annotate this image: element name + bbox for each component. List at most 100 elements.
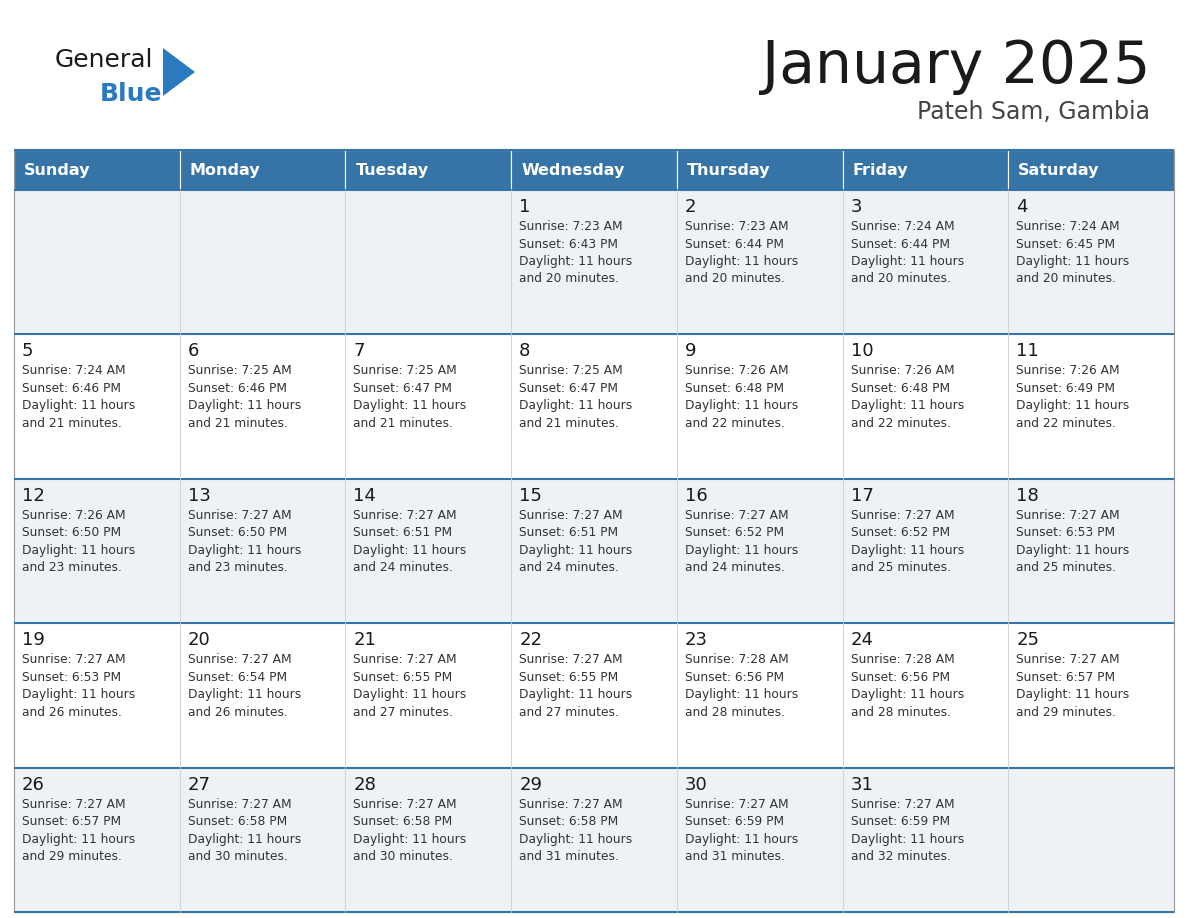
Text: 10: 10 — [851, 342, 873, 361]
Bar — [14, 623, 179, 767]
Text: Tuesday: Tuesday — [355, 162, 429, 177]
Text: Sunset: 6:52 PM: Sunset: 6:52 PM — [851, 526, 949, 539]
Text: Sunset: 6:48 PM: Sunset: 6:48 PM — [684, 382, 784, 395]
Bar — [511, 623, 677, 767]
Text: Sunrise: 7:26 AM: Sunrise: 7:26 AM — [23, 509, 126, 521]
Text: Sunrise: 7:28 AM: Sunrise: 7:28 AM — [684, 654, 789, 666]
Text: Sunset: 6:51 PM: Sunset: 6:51 PM — [519, 526, 618, 539]
Text: Daylight: 11 hours: Daylight: 11 hours — [188, 833, 301, 845]
Text: Sunset: 6:47 PM: Sunset: 6:47 PM — [353, 382, 453, 395]
Text: Daylight: 11 hours: Daylight: 11 hours — [684, 543, 798, 557]
Text: 1: 1 — [519, 198, 531, 216]
Text: and 24 minutes.: and 24 minutes. — [519, 561, 619, 575]
Text: Sunset: 6:57 PM: Sunset: 6:57 PM — [23, 815, 121, 828]
Text: and 27 minutes.: and 27 minutes. — [519, 706, 619, 719]
Text: Sunset: 6:58 PM: Sunset: 6:58 PM — [519, 815, 619, 828]
Bar — [179, 190, 346, 334]
Text: Sunrise: 7:27 AM: Sunrise: 7:27 AM — [684, 509, 789, 521]
Text: Sunrise: 7:28 AM: Sunrise: 7:28 AM — [851, 654, 954, 666]
Bar — [511, 190, 677, 334]
Text: Daylight: 11 hours: Daylight: 11 hours — [851, 255, 963, 268]
Text: 17: 17 — [851, 487, 873, 505]
Text: Daylight: 11 hours: Daylight: 11 hours — [519, 688, 632, 701]
Text: Sunrise: 7:24 AM: Sunrise: 7:24 AM — [23, 364, 126, 377]
Text: Sunrise: 7:27 AM: Sunrise: 7:27 AM — [353, 654, 457, 666]
Text: 19: 19 — [23, 632, 45, 649]
Text: and 26 minutes.: and 26 minutes. — [23, 706, 122, 719]
Bar — [346, 150, 511, 190]
Text: Sunset: 6:55 PM: Sunset: 6:55 PM — [353, 671, 453, 684]
Text: Friday: Friday — [853, 162, 908, 177]
Text: Sunset: 6:52 PM: Sunset: 6:52 PM — [684, 526, 784, 539]
Text: Sunrise: 7:25 AM: Sunrise: 7:25 AM — [519, 364, 623, 377]
Text: Sunrise: 7:26 AM: Sunrise: 7:26 AM — [1016, 364, 1120, 377]
Text: 23: 23 — [684, 632, 708, 649]
Text: Daylight: 11 hours: Daylight: 11 hours — [1016, 255, 1130, 268]
Bar — [14, 334, 179, 479]
Text: and 31 minutes.: and 31 minutes. — [684, 850, 785, 863]
Text: Sunset: 6:59 PM: Sunset: 6:59 PM — [851, 815, 949, 828]
Text: Sunrise: 7:23 AM: Sunrise: 7:23 AM — [519, 220, 623, 233]
Text: Sunset: 6:50 PM: Sunset: 6:50 PM — [23, 526, 121, 539]
Text: Sunrise: 7:27 AM: Sunrise: 7:27 AM — [684, 798, 789, 811]
Text: and 21 minutes.: and 21 minutes. — [519, 417, 619, 430]
Text: Sunset: 6:45 PM: Sunset: 6:45 PM — [1016, 238, 1116, 251]
Text: Sunset: 6:48 PM: Sunset: 6:48 PM — [851, 382, 949, 395]
Text: Sunrise: 7:24 AM: Sunrise: 7:24 AM — [1016, 220, 1120, 233]
Bar — [346, 767, 511, 912]
Text: Sunset: 6:44 PM: Sunset: 6:44 PM — [684, 238, 784, 251]
Bar — [677, 623, 842, 767]
Text: and 22 minutes.: and 22 minutes. — [851, 417, 950, 430]
Text: 2: 2 — [684, 198, 696, 216]
Text: Sunday: Sunday — [24, 162, 90, 177]
Text: January 2025: January 2025 — [762, 38, 1150, 95]
Text: and 24 minutes.: and 24 minutes. — [353, 561, 454, 575]
Bar — [842, 479, 1009, 623]
Text: 22: 22 — [519, 632, 542, 649]
Text: Daylight: 11 hours: Daylight: 11 hours — [353, 688, 467, 701]
Text: and 25 minutes.: and 25 minutes. — [851, 561, 950, 575]
Polygon shape — [163, 48, 195, 96]
Text: Daylight: 11 hours: Daylight: 11 hours — [188, 688, 301, 701]
Text: and 21 minutes.: and 21 minutes. — [23, 417, 122, 430]
Bar — [1009, 150, 1174, 190]
Bar — [1009, 190, 1174, 334]
Text: Sunset: 6:50 PM: Sunset: 6:50 PM — [188, 526, 286, 539]
Text: 24: 24 — [851, 632, 873, 649]
Text: Daylight: 11 hours: Daylight: 11 hours — [188, 543, 301, 557]
Bar — [677, 767, 842, 912]
Text: Sunset: 6:49 PM: Sunset: 6:49 PM — [1016, 382, 1116, 395]
Text: 16: 16 — [684, 487, 708, 505]
Text: Sunset: 6:57 PM: Sunset: 6:57 PM — [1016, 671, 1116, 684]
Text: Daylight: 11 hours: Daylight: 11 hours — [1016, 688, 1130, 701]
Bar — [179, 479, 346, 623]
Text: Saturday: Saturday — [1018, 162, 1100, 177]
Bar — [179, 150, 346, 190]
Text: 18: 18 — [1016, 487, 1040, 505]
Text: 29: 29 — [519, 776, 542, 793]
Text: Daylight: 11 hours: Daylight: 11 hours — [188, 399, 301, 412]
Text: and 28 minutes.: and 28 minutes. — [684, 706, 785, 719]
Text: and 27 minutes.: and 27 minutes. — [353, 706, 454, 719]
Bar — [1009, 334, 1174, 479]
Text: Daylight: 11 hours: Daylight: 11 hours — [23, 543, 135, 557]
Text: 21: 21 — [353, 632, 377, 649]
Text: and 25 minutes.: and 25 minutes. — [1016, 561, 1117, 575]
Text: Pateh Sam, Gambia: Pateh Sam, Gambia — [917, 100, 1150, 124]
Text: 28: 28 — [353, 776, 377, 793]
Bar — [842, 623, 1009, 767]
Text: Daylight: 11 hours: Daylight: 11 hours — [23, 833, 135, 845]
Text: 26: 26 — [23, 776, 45, 793]
Text: and 21 minutes.: and 21 minutes. — [188, 417, 287, 430]
Text: and 28 minutes.: and 28 minutes. — [851, 706, 950, 719]
Text: Sunset: 6:58 PM: Sunset: 6:58 PM — [188, 815, 287, 828]
Text: 20: 20 — [188, 632, 210, 649]
Bar — [346, 479, 511, 623]
Text: Sunrise: 7:23 AM: Sunrise: 7:23 AM — [684, 220, 789, 233]
Text: Sunrise: 7:25 AM: Sunrise: 7:25 AM — [353, 364, 457, 377]
Bar — [842, 150, 1009, 190]
Text: Sunrise: 7:27 AM: Sunrise: 7:27 AM — [353, 798, 457, 811]
Text: Sunrise: 7:25 AM: Sunrise: 7:25 AM — [188, 364, 291, 377]
Text: and 30 minutes.: and 30 minutes. — [353, 850, 454, 863]
Text: Sunset: 6:51 PM: Sunset: 6:51 PM — [353, 526, 453, 539]
